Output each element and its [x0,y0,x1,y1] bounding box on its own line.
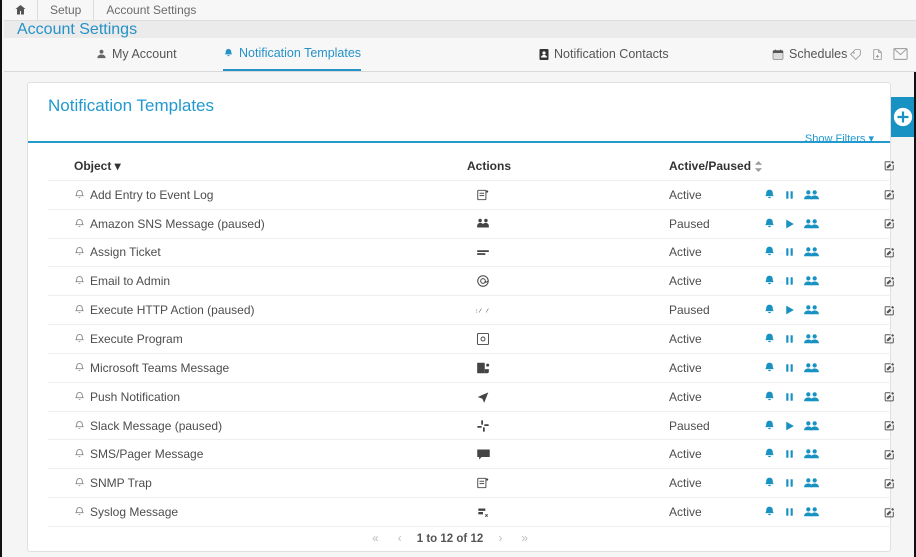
svg-text::/ /: :/ / [475,308,490,315]
